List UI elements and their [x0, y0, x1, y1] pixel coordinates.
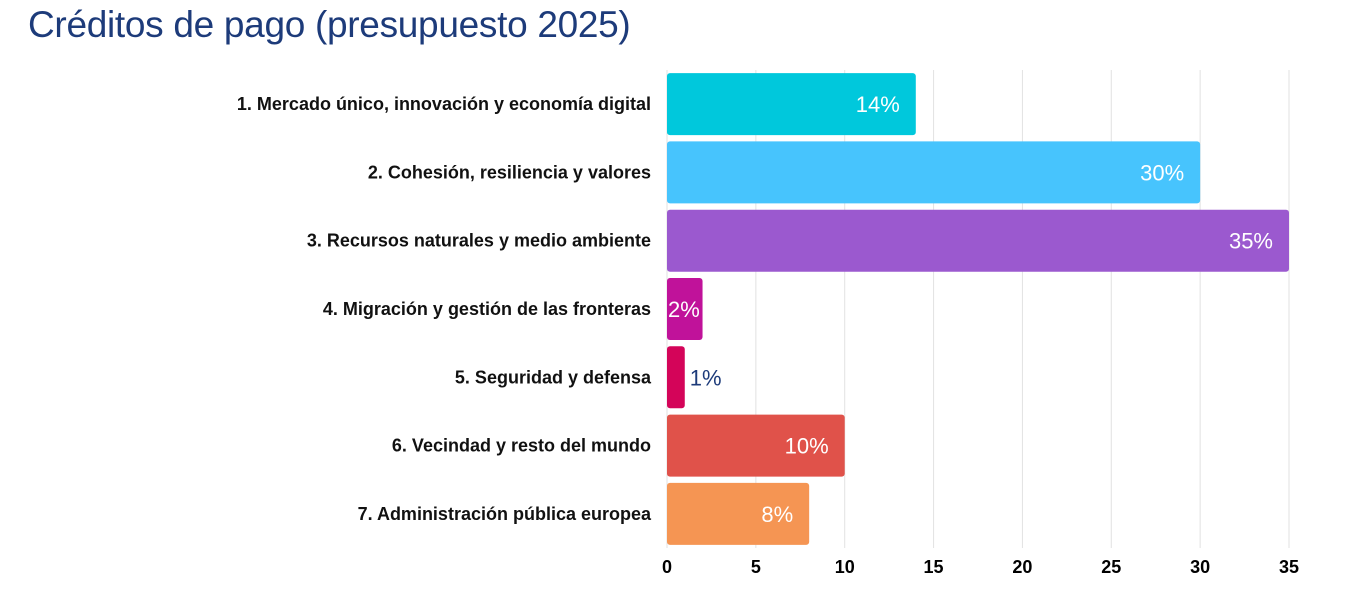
x-tick-label: 5 — [751, 557, 761, 577]
category-label: 1. Mercado único, innovación y economía … — [237, 94, 651, 114]
x-tick-label: 10 — [835, 557, 855, 577]
x-tick-label: 35 — [1279, 557, 1299, 577]
bar-chart: 14% 30% 35% 2% 1% 10% 8% 1. Mercado único, inn… — [0, 0, 1366, 606]
category-label: 2. Cohesión, resiliencia y valores — [368, 162, 651, 182]
category-label: 4. Migración y gestión de las fronteras — [323, 299, 651, 319]
category-label: 5. Seguridad y defensa — [455, 367, 652, 387]
data-label: 30% — [1140, 160, 1184, 185]
category-label: 3. Recursos naturales y medio ambiente — [307, 231, 651, 251]
x-tick-label: 15 — [924, 557, 944, 577]
bar — [667, 210, 1289, 272]
data-label: 10% — [785, 434, 829, 459]
category-label: 7. Administración pública europea — [358, 504, 652, 524]
bar — [667, 141, 1200, 203]
x-tick-label: 20 — [1012, 557, 1032, 577]
category-label: 6. Vecindad y resto del mundo — [392, 436, 651, 456]
data-label: 8% — [761, 502, 793, 527]
x-tick-label: 30 — [1190, 557, 1210, 577]
x-tick-label: 0 — [662, 557, 672, 577]
data-label: 2% — [668, 297, 700, 322]
data-label: 1% — [690, 365, 722, 390]
x-tick-label: 25 — [1101, 557, 1121, 577]
bar — [667, 346, 685, 408]
data-label: 14% — [856, 92, 900, 117]
x-axis-ticks: 0 5 10 15 20 25 30 35 — [662, 557, 1299, 577]
data-label: 35% — [1229, 229, 1273, 254]
bars: 14% 30% 35% 2% 1% 10% 8% — [667, 73, 1289, 545]
category-labels: 1. Mercado único, innovación y economía … — [237, 94, 652, 524]
